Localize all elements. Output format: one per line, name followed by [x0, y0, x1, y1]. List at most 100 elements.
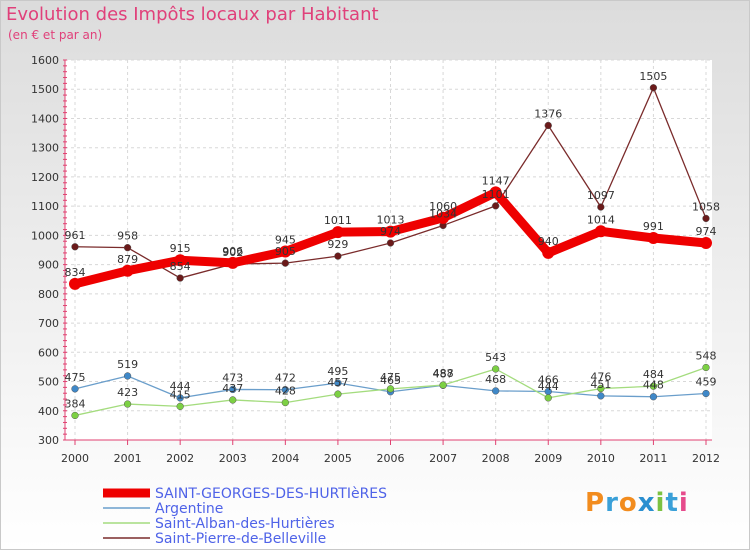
legend-label: Argentine [155, 501, 223, 517]
data-point [226, 256, 239, 269]
y-tick-label: 700 [38, 317, 59, 330]
data-label: 940 [538, 235, 559, 248]
y-tick-label: 800 [38, 288, 59, 301]
logo-letter: o [618, 488, 638, 518]
data-point [597, 392, 605, 400]
legend-label: Saint-Pierre-de-Belleville [155, 531, 326, 547]
data-point [492, 387, 500, 395]
x-tick-label: 2004 [271, 452, 299, 465]
data-label: 466 [538, 373, 559, 386]
data-label: 1011 [324, 214, 352, 227]
proxiti-logo: Proxiti [585, 488, 689, 518]
data-point [647, 232, 660, 245]
data-point [594, 225, 607, 238]
data-point [544, 121, 552, 130]
data-point [597, 384, 605, 393]
data-label: 428 [275, 385, 296, 398]
data-label: 1147 [482, 174, 510, 187]
data-label: 915 [170, 242, 191, 255]
x-tick-label: 2003 [219, 452, 247, 465]
logo-letter: i [655, 488, 666, 518]
data-label: 444 [170, 380, 191, 393]
data-point [176, 402, 184, 411]
data-point [121, 264, 134, 277]
data-point [492, 202, 500, 210]
y-tick-label: 1100 [31, 200, 59, 213]
data-point [229, 396, 237, 404]
data-point [176, 394, 184, 402]
y-tick-label: 900 [38, 259, 59, 272]
data-label: 945 [275, 233, 296, 246]
data-point [702, 363, 710, 372]
data-point [386, 239, 395, 247]
data-point [334, 390, 342, 398]
data-label: 457 [327, 376, 348, 389]
data-point [649, 84, 658, 92]
data-point [71, 243, 79, 251]
data-label: 1013 [377, 214, 405, 227]
chart-title: Evolution des Impôts locaux par Habitant [6, 4, 379, 25]
data-label: 475 [65, 371, 86, 384]
legend-label: Saint-Alban-des-Hurtières [155, 516, 335, 532]
data-label: 476 [590, 371, 611, 384]
data-point [281, 259, 289, 267]
data-point [437, 211, 450, 224]
data-label: 974 [380, 225, 401, 238]
x-tick-label: 2002 [166, 452, 194, 465]
data-label: 906 [222, 245, 243, 258]
data-point [702, 214, 710, 223]
data-label: 451 [590, 378, 611, 391]
data-point [649, 393, 658, 401]
y-tick-label: 1600 [31, 54, 59, 67]
data-point [334, 379, 342, 387]
y-tick-label: 1200 [31, 171, 59, 184]
x-tick-label: 2010 [587, 452, 615, 465]
data-point [542, 246, 555, 259]
data-label: 1376 [534, 107, 562, 120]
x-tick-label: 2000 [61, 452, 89, 465]
y-tick-label: 1300 [31, 142, 59, 155]
data-label: 468 [485, 373, 506, 386]
x-tick-label: 2005 [324, 452, 352, 465]
data-label: 437 [222, 382, 243, 395]
data-label: 384 [65, 397, 86, 410]
data-label: 974 [696, 225, 717, 238]
data-label: 991 [643, 220, 664, 233]
data-point [649, 382, 658, 390]
data-point [597, 203, 605, 211]
legend-label: SAINT-GEORGES-DES-HURTIèRES [155, 486, 387, 502]
data-label: 1014 [587, 213, 615, 226]
data-label: 444 [538, 380, 559, 393]
data-point [544, 394, 552, 402]
x-tick-label: 2011 [639, 452, 667, 465]
data-point [123, 244, 132, 252]
y-tick-label: 300 [38, 434, 59, 447]
plot-area [65, 60, 712, 440]
data-label: 415 [170, 388, 191, 401]
data-point [702, 389, 710, 398]
data-label: 519 [117, 358, 138, 371]
data-point [71, 385, 79, 393]
data-label: 472 [275, 372, 296, 385]
data-label: 902 [222, 246, 243, 259]
data-label: 548 [696, 350, 717, 363]
data-label: 465 [380, 374, 401, 387]
logo-letter: t [665, 488, 679, 518]
data-label: 905 [275, 245, 296, 258]
data-point [123, 400, 132, 408]
data-label: 448 [643, 379, 664, 392]
data-label: 929 [327, 238, 348, 251]
y-tick-label: 1400 [31, 112, 59, 125]
y-tick-label: 600 [38, 346, 59, 359]
data-label: 495 [327, 365, 348, 378]
data-label: 1101 [482, 188, 510, 201]
data-label: 543 [485, 351, 506, 364]
data-point [174, 254, 187, 267]
data-label: 1058 [692, 200, 720, 213]
data-point [386, 385, 395, 393]
data-point [489, 186, 502, 199]
data-label: 961 [65, 229, 86, 242]
data-label: 473 [222, 371, 243, 384]
x-tick-label: 2009 [534, 452, 562, 465]
